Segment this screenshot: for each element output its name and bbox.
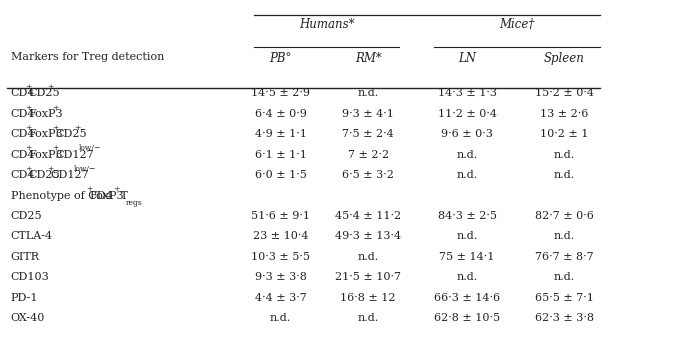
Text: +: +: [52, 144, 59, 153]
Text: CD127: CD127: [50, 170, 89, 180]
Text: Phenotype of CD4: Phenotype of CD4: [11, 191, 112, 201]
Text: CD25: CD25: [28, 170, 60, 180]
Text: n.d.: n.d.: [357, 252, 379, 262]
Text: 16·8 ± 12: 16·8 ± 12: [341, 293, 396, 303]
Text: +: +: [114, 185, 120, 193]
Text: +: +: [47, 83, 53, 91]
Text: n.d.: n.d.: [357, 313, 379, 323]
Text: CD4: CD4: [11, 150, 35, 160]
Text: CD4: CD4: [11, 88, 35, 98]
Text: CD25: CD25: [55, 129, 87, 139]
Text: 9·6 ± 0·3: 9·6 ± 0·3: [441, 129, 493, 139]
Text: low/−: low/−: [74, 165, 96, 173]
Text: 4·4 ± 3·7: 4·4 ± 3·7: [254, 293, 306, 303]
Text: regs: regs: [127, 199, 143, 206]
Text: 65·5 ± 7·1: 65·5 ± 7·1: [534, 293, 594, 303]
Text: 62·3 ± 3·8: 62·3 ± 3·8: [534, 313, 594, 323]
Text: CTLA-4: CTLA-4: [11, 232, 52, 241]
Text: n.d.: n.d.: [456, 150, 478, 160]
Text: Spleen: Spleen: [544, 52, 584, 64]
Text: +: +: [52, 103, 59, 112]
Text: CD4: CD4: [11, 129, 35, 139]
Text: FoxP3: FoxP3: [90, 191, 125, 201]
Text: +: +: [25, 103, 32, 112]
Text: +: +: [52, 124, 59, 132]
Text: LN: LN: [458, 52, 476, 64]
Text: 10·2 ± 1: 10·2 ± 1: [540, 129, 588, 139]
Text: 76·7 ± 8·7: 76·7 ± 8·7: [535, 252, 594, 262]
Text: 6·5 ± 3·2: 6·5 ± 3·2: [342, 170, 394, 180]
Text: +: +: [25, 165, 32, 173]
Text: low/−: low/−: [79, 144, 101, 153]
Text: 4·9 ± 1·1: 4·9 ± 1·1: [254, 129, 306, 139]
Text: 6·0 ± 1·5: 6·0 ± 1·5: [254, 170, 306, 180]
Text: 11·2 ± 0·4: 11·2 ± 0·4: [437, 109, 497, 119]
Text: n.d.: n.d.: [553, 272, 575, 282]
Text: 51·6 ± 9·1: 51·6 ± 9·1: [251, 211, 310, 221]
Text: PB°: PB°: [269, 52, 291, 64]
Text: 23 ± 10·4: 23 ± 10·4: [252, 232, 308, 241]
Text: 62·8 ± 10·5: 62·8 ± 10·5: [434, 313, 500, 323]
Text: 6·1 ± 1·1: 6·1 ± 1·1: [254, 150, 306, 160]
Text: n.d.: n.d.: [456, 232, 478, 241]
Text: PD-1: PD-1: [11, 293, 38, 303]
Text: 21·5 ± 10·7: 21·5 ± 10·7: [335, 272, 401, 282]
Text: +: +: [87, 185, 93, 193]
Text: FoxP3: FoxP3: [28, 129, 63, 139]
Text: GITR: GITR: [11, 252, 40, 262]
Text: CD4: CD4: [11, 170, 35, 180]
Text: CD4: CD4: [11, 109, 35, 119]
Text: RM*: RM*: [355, 52, 382, 64]
Text: n.d.: n.d.: [553, 170, 575, 180]
Text: 15·2 ± 0·4: 15·2 ± 0·4: [534, 88, 594, 98]
Text: n.d.: n.d.: [456, 272, 478, 282]
Text: 49·3 ± 13·4: 49·3 ± 13·4: [335, 232, 401, 241]
Text: Mice†: Mice†: [499, 18, 535, 31]
Text: OX-40: OX-40: [11, 313, 45, 323]
Text: 66·3 ± 14·6: 66·3 ± 14·6: [434, 293, 500, 303]
Text: CD25: CD25: [11, 211, 42, 221]
Text: n.d.: n.d.: [357, 88, 379, 98]
Text: 45·4 ± 11·2: 45·4 ± 11·2: [335, 211, 401, 221]
Text: CD103: CD103: [11, 272, 49, 282]
Text: 14·3 ± 1·3: 14·3 ± 1·3: [437, 88, 497, 98]
Text: n.d.: n.d.: [456, 170, 478, 180]
Text: FoxP3: FoxP3: [28, 109, 63, 119]
Text: n.d.: n.d.: [553, 150, 575, 160]
Text: +: +: [25, 144, 32, 153]
Text: 7 ± 2·2: 7 ± 2·2: [347, 150, 389, 160]
Text: n.d.: n.d.: [270, 313, 291, 323]
Text: 9·3 ± 4·1: 9·3 ± 4·1: [342, 109, 394, 119]
Text: CD127: CD127: [55, 150, 94, 160]
Text: CD25: CD25: [28, 88, 60, 98]
Text: FoxP3: FoxP3: [28, 150, 63, 160]
Text: +: +: [25, 83, 32, 91]
Text: T: T: [116, 191, 128, 201]
Text: 14·5 ± 2·9: 14·5 ± 2·9: [251, 88, 310, 98]
Text: +: +: [47, 165, 53, 173]
Text: 13 ± 2·6: 13 ± 2·6: [540, 109, 588, 119]
Text: Markers for Treg detection: Markers for Treg detection: [11, 52, 164, 62]
Text: +: +: [74, 124, 80, 132]
Text: 6·4 ± 0·9: 6·4 ± 0·9: [254, 109, 306, 119]
Text: 82·7 ± 0·6: 82·7 ± 0·6: [534, 211, 594, 221]
Text: +: +: [25, 124, 32, 132]
Text: 7·5 ± 2·4: 7·5 ± 2·4: [343, 129, 394, 139]
Text: 10·3 ± 5·5: 10·3 ± 5·5: [251, 252, 310, 262]
Text: 84·3 ± 2·5: 84·3 ± 2·5: [437, 211, 497, 221]
Text: 9·3 ± 3·8: 9·3 ± 3·8: [254, 272, 306, 282]
Text: 75 ± 14·1: 75 ± 14·1: [439, 252, 495, 262]
Text: n.d.: n.d.: [553, 232, 575, 241]
Text: Humans*: Humans*: [299, 18, 355, 31]
